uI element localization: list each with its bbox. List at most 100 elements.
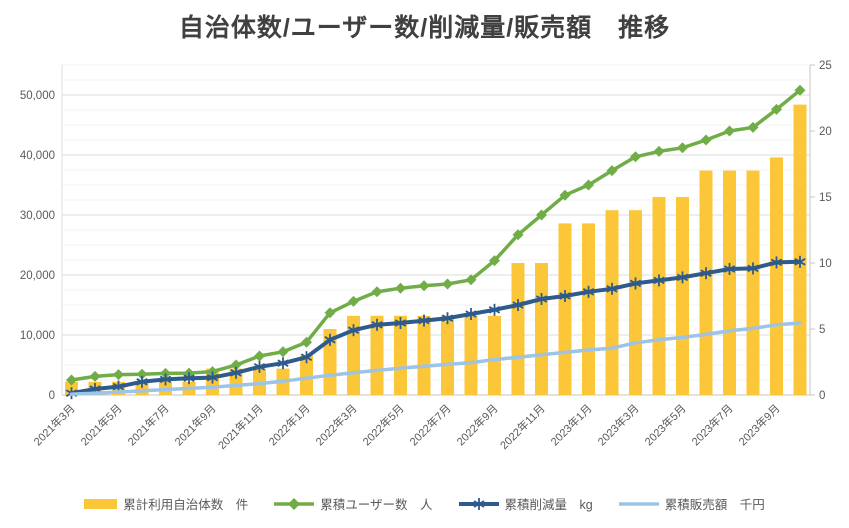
diamond-marker	[395, 282, 406, 294]
x-axis-tick-label: 2021年3月	[31, 401, 78, 448]
left-axis-tick-label: 30,000	[20, 210, 55, 222]
asterisk-marker	[206, 373, 219, 382]
asterisk-marker	[512, 301, 524, 309]
chart-title: 自治体数/ユーザー数/削減量/販売額 推移	[178, 14, 671, 42]
left-axis-tick-label: 50,000	[20, 90, 55, 102]
x-axis-tick-label: 2022年3月	[313, 401, 360, 448]
diamond-marker	[89, 370, 101, 382]
asterisk-marker	[183, 374, 195, 382]
x-axis-tick-label: 2021年7月	[125, 401, 172, 448]
x-axis-tick-label: 2022年9月	[454, 401, 501, 448]
diamond-marker	[371, 286, 383, 298]
diamond-marker	[66, 374, 77, 386]
asterisk-marker	[700, 269, 712, 277]
diamond-marker	[489, 255, 500, 267]
bar-municipalities	[770, 157, 783, 395]
asterisk-marker	[441, 314, 454, 322]
left-axis-tick-label: 20,000	[20, 270, 55, 282]
asterisk-marker	[300, 353, 313, 361]
asterisk-marker	[770, 258, 783, 267]
diamond-marker	[677, 142, 688, 154]
bar-municipalities	[323, 329, 337, 395]
asterisk-marker	[324, 336, 336, 344]
diamond-marker	[512, 229, 524, 241]
diamond-marker	[653, 145, 665, 157]
diamond-marker	[630, 151, 641, 163]
x-axis-tick-label: 2021年5月	[78, 401, 125, 448]
diamond-marker	[254, 350, 265, 362]
legend-item-users: 累積ユーザー数 人	[274, 494, 433, 513]
line-diamond-icon	[274, 497, 315, 510]
bar-municipalities	[629, 210, 642, 395]
asterisk-marker	[253, 363, 266, 371]
diamond-marker	[113, 369, 124, 381]
legend-label: 累計利用自治体数 件	[123, 498, 249, 512]
diamond-marker	[747, 121, 759, 133]
legend-label: 累積ユーザー数 人	[320, 498, 433, 512]
bar-municipalities	[582, 223, 595, 395]
bar-municipalities	[370, 315, 384, 395]
asterisk-marker	[394, 319, 407, 327]
diamond-marker	[606, 165, 618, 177]
diamond-marker	[230, 359, 242, 371]
asterisk-marker	[582, 288, 595, 296]
legend-item-reduction: 累積削減量 kg	[458, 494, 593, 513]
bar-municipalities	[347, 315, 360, 395]
x-axis-tick-label: 2023年1月	[548, 401, 595, 448]
bar-municipalities	[746, 170, 760, 395]
left-axis-tick-label: 10,000	[20, 330, 55, 342]
x-axis-tick-label: 2023年9月	[736, 401, 783, 448]
legend-item-municipalities: 累計利用自治体数 件	[84, 494, 248, 513]
bar-municipalities	[417, 315, 431, 395]
asterisk-marker	[629, 279, 642, 288]
legend-label: 累積販売額 千円	[664, 498, 765, 512]
asterisk-marker	[653, 276, 665, 285]
asterisk-marker	[676, 273, 689, 282]
diamond-marker	[442, 278, 453, 290]
diamond-marker	[136, 368, 148, 380]
left-axis-tick-label: 0	[49, 390, 55, 402]
asterisk-marker	[794, 258, 806, 266]
right-axis-tick-label: 25	[819, 60, 832, 72]
diamond-marker	[418, 280, 430, 292]
diamond-marker	[536, 209, 547, 221]
diamond-marker	[771, 103, 782, 115]
plain-line-icon	[618, 501, 659, 506]
bar-swatch-icon	[84, 498, 118, 509]
bar-municipalities	[441, 315, 454, 395]
asterisk-marker	[747, 264, 759, 273]
asterisk-marker	[723, 265, 736, 273]
asterisk-marker	[488, 306, 501, 314]
diamond-marker	[794, 84, 806, 96]
asterisk-marker	[230, 369, 242, 377]
bar-municipalities	[558, 223, 572, 395]
asterisk-marker	[465, 310, 477, 318]
bar-municipalities	[535, 263, 548, 395]
bar-municipalities	[652, 197, 666, 395]
asterisk-marker	[347, 326, 360, 334]
x-axis-tick-label: 2022年5月	[360, 401, 407, 448]
left-axis-tick-label: 40,000	[20, 150, 55, 162]
line-asterisk-icon	[458, 497, 499, 510]
diamond-marker	[301, 336, 312, 348]
right-axis-tick-label: 15	[819, 192, 832, 204]
bar-municipalities	[511, 263, 525, 395]
right-axis-tick-label: 5	[819, 324, 825, 336]
asterisk-marker	[371, 321, 383, 329]
x-axis-tick-label: 2022年11月	[497, 401, 548, 452]
asterisk-marker	[136, 378, 148, 386]
asterisk-marker	[418, 316, 430, 325]
x-axis-tick-label: 2022年1月	[266, 401, 313, 448]
x-axis-tick-label: 2021年11月	[215, 401, 266, 452]
plot-area: 010,00020,00030,00040,00050,000051015202…	[20, 60, 832, 452]
bar-municipalities	[676, 197, 689, 395]
legend-label: 累積削減量 kg	[504, 498, 593, 512]
diamond-marker	[324, 307, 336, 319]
line-sales	[69, 321, 802, 396]
x-axis-tick-label: 2022年7月	[407, 401, 454, 448]
asterisk-marker	[159, 375, 172, 384]
bar-municipalities	[605, 210, 619, 395]
diamond-marker	[277, 346, 289, 358]
bar-municipalities	[793, 104, 807, 395]
bar-municipalities	[394, 315, 407, 395]
